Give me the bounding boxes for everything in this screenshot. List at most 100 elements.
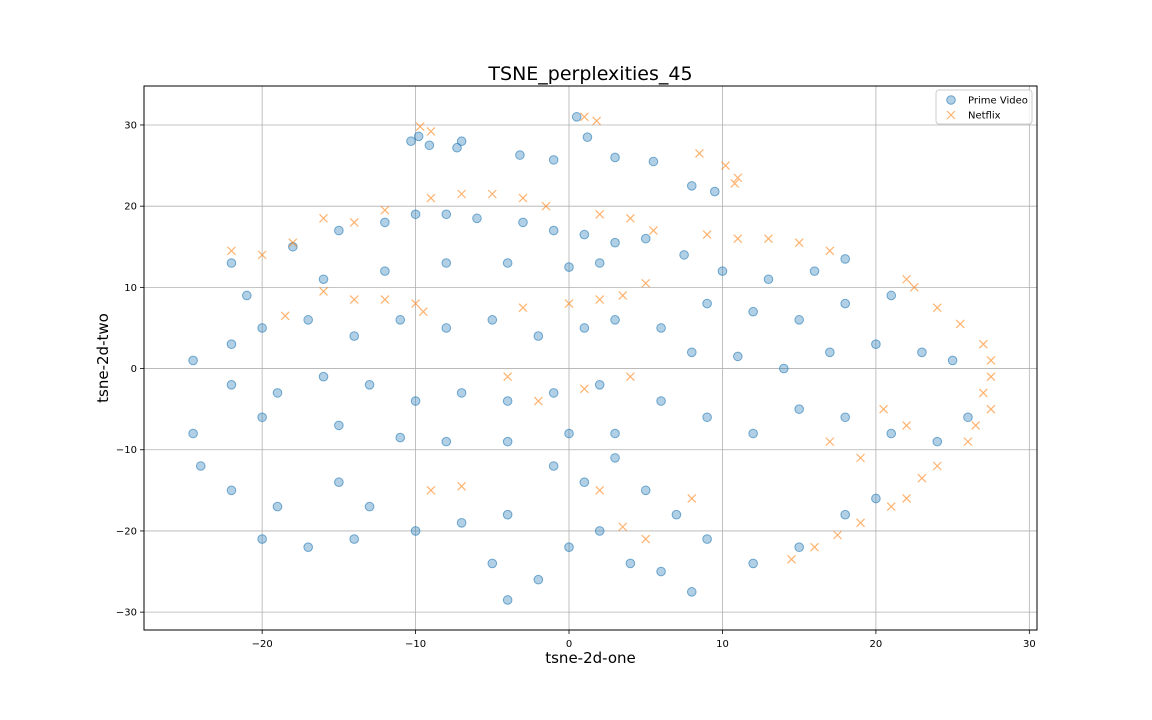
chart-title: TSNE_perplexities_45 bbox=[487, 63, 692, 85]
prime-video-point bbox=[640, 233, 651, 244]
axis-ticks: −20 −10 0 10 20 30 −30 −20 −10 0 10 20 30 bbox=[116, 120, 1036, 650]
netflix-point bbox=[902, 494, 912, 503]
netflix-point bbox=[733, 173, 743, 183]
prime-video-point bbox=[334, 225, 344, 236]
netflix-point bbox=[426, 193, 436, 203]
prime-video-point bbox=[441, 323, 452, 333]
prime-video-point bbox=[840, 254, 851, 264]
netflix-point bbox=[879, 404, 888, 414]
prime-video-point bbox=[610, 315, 620, 325]
legend-label-netflix: Netflix bbox=[968, 111, 1001, 122]
prime-video-point bbox=[395, 432, 406, 443]
prime-video-point bbox=[410, 209, 421, 220]
prime-video-point bbox=[871, 339, 881, 349]
netflix-point bbox=[641, 534, 651, 544]
prime-video-point bbox=[502, 396, 513, 406]
netflix-point bbox=[319, 213, 328, 223]
prime-video-point bbox=[579, 477, 590, 488]
prime-video-point bbox=[548, 461, 559, 471]
prime-video-point bbox=[610, 237, 620, 248]
prime-video-point bbox=[456, 388, 467, 398]
prime-video-point bbox=[502, 509, 513, 520]
netflix-point bbox=[825, 246, 835, 256]
netflix-point bbox=[349, 295, 359, 304]
prime-video-point bbox=[794, 315, 804, 325]
legend-marker-netflix bbox=[946, 110, 956, 120]
prime-video-point bbox=[533, 574, 544, 585]
netflix-point bbox=[730, 179, 740, 188]
y-tick-label: 10 bbox=[124, 283, 137, 294]
netflix-point bbox=[825, 437, 835, 447]
prime-video-point bbox=[686, 347, 697, 358]
x-tick-label: −20 bbox=[252, 639, 273, 650]
prime-video-point bbox=[410, 396, 421, 406]
prime-video-point bbox=[656, 323, 666, 333]
prime-video-point bbox=[502, 436, 513, 447]
netflix-point bbox=[457, 481, 467, 491]
netflix-point bbox=[902, 274, 912, 284]
prime-video-point bbox=[487, 315, 498, 325]
prime-video-point bbox=[472, 213, 482, 224]
prime-video-point bbox=[226, 258, 237, 268]
prime-video-point bbox=[533, 331, 544, 341]
prime-video-point bbox=[825, 347, 835, 358]
x-tick-label: 0 bbox=[566, 639, 572, 650]
prime-video-point bbox=[548, 388, 559, 398]
legend-marker-prime-video bbox=[946, 95, 956, 105]
prime-video-point bbox=[648, 156, 659, 167]
prime-video-point bbox=[794, 404, 804, 414]
prime-video-point bbox=[518, 217, 528, 228]
prime-video-point bbox=[686, 181, 697, 191]
netflix-point bbox=[810, 542, 819, 552]
prime-video-point bbox=[242, 290, 252, 301]
netflix-point bbox=[579, 112, 589, 122]
netflix-point bbox=[787, 554, 796, 564]
prime-video-point bbox=[226, 339, 237, 349]
x-tick-label: −10 bbox=[405, 639, 426, 650]
netflix-point bbox=[721, 161, 730, 170]
prime-video-point bbox=[656, 566, 666, 577]
netflix-point bbox=[579, 384, 589, 394]
prime-video-point bbox=[947, 355, 958, 366]
prime-video-point bbox=[794, 542, 804, 552]
netflix-point bbox=[426, 485, 436, 495]
prime-video-point bbox=[594, 258, 605, 268]
prime-video-point bbox=[748, 428, 758, 439]
prime-video-point bbox=[441, 209, 452, 220]
prime-video-point bbox=[188, 355, 198, 366]
prime-video-point bbox=[441, 258, 452, 268]
x-tick-label: 30 bbox=[1023, 639, 1036, 650]
prime-video-point bbox=[564, 262, 574, 272]
prime-video-point bbox=[594, 526, 605, 536]
prime-video-point bbox=[410, 526, 421, 536]
prime-video-point bbox=[424, 140, 435, 151]
netflix-point bbox=[518, 303, 528, 313]
netflix-point bbox=[564, 299, 574, 309]
y-tick-label: 30 bbox=[124, 120, 137, 131]
prime-video-point bbox=[406, 136, 416, 147]
netflix-point bbox=[648, 226, 658, 235]
legend-box bbox=[935, 89, 1033, 125]
prime-video-point bbox=[226, 379, 237, 390]
y-tick-label: −30 bbox=[116, 608, 137, 619]
prime-video-point bbox=[709, 186, 720, 197]
grid-lines bbox=[144, 86, 1037, 630]
prime-video-point bbox=[702, 298, 712, 309]
prime-video-point bbox=[257, 412, 267, 423]
prime-video-point bbox=[195, 461, 206, 471]
netflix-point bbox=[380, 295, 390, 304]
prime-video-point bbox=[610, 453, 620, 463]
prime-video-point bbox=[732, 351, 743, 362]
prime-video-point bbox=[303, 315, 313, 325]
prime-video-point bbox=[594, 379, 605, 390]
prime-video-point bbox=[702, 534, 712, 544]
netflix-point bbox=[625, 213, 635, 223]
prime-video-point bbox=[886, 290, 897, 301]
prime-video-point bbox=[334, 477, 344, 488]
prime-video-point bbox=[441, 436, 452, 447]
prime-video-point bbox=[679, 250, 689, 260]
netflix-point bbox=[917, 473, 927, 483]
prime-video-point bbox=[188, 428, 198, 439]
netflix-point bbox=[902, 420, 912, 430]
prime-video-point bbox=[871, 493, 881, 504]
